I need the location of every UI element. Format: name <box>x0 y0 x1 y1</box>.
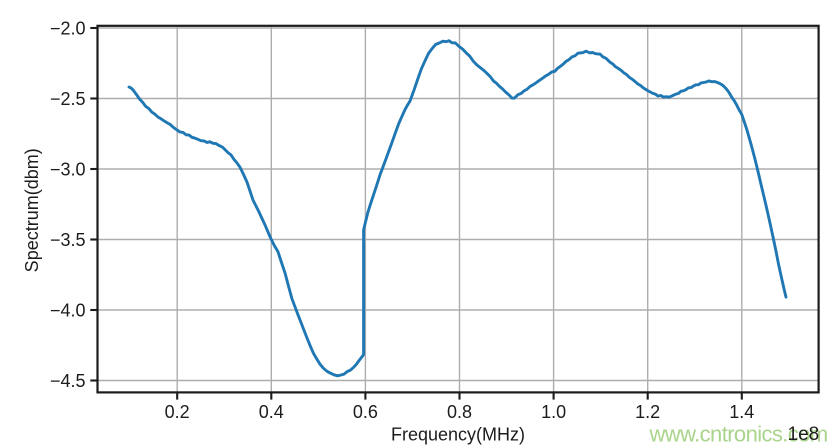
svg-text:−2.0: −2.0 <box>50 19 86 39</box>
svg-text:1.4: 1.4 <box>729 402 754 422</box>
svg-text:1.0: 1.0 <box>541 402 566 422</box>
svg-text:Frequency(MHz): Frequency(MHz) <box>391 425 525 445</box>
svg-text:0.2: 0.2 <box>165 402 190 422</box>
svg-text:1.2: 1.2 <box>635 402 660 422</box>
svg-text:0.8: 0.8 <box>447 402 472 422</box>
svg-text:−3.0: −3.0 <box>50 160 86 180</box>
svg-text:1e8: 1e8 <box>788 424 820 445</box>
svg-text:Spectrum(dbm): Spectrum(dbm) <box>22 148 42 272</box>
svg-text:−2.5: −2.5 <box>50 89 86 109</box>
svg-text:0.6: 0.6 <box>353 402 378 422</box>
svg-text:0.4: 0.4 <box>259 402 284 422</box>
svg-text:−4.5: −4.5 <box>50 371 86 391</box>
svg-text:www.cntronics.com: www.cntronics.com <box>649 421 828 446</box>
svg-text:−3.5: −3.5 <box>50 230 86 250</box>
svg-text:−4.0: −4.0 <box>50 301 86 321</box>
